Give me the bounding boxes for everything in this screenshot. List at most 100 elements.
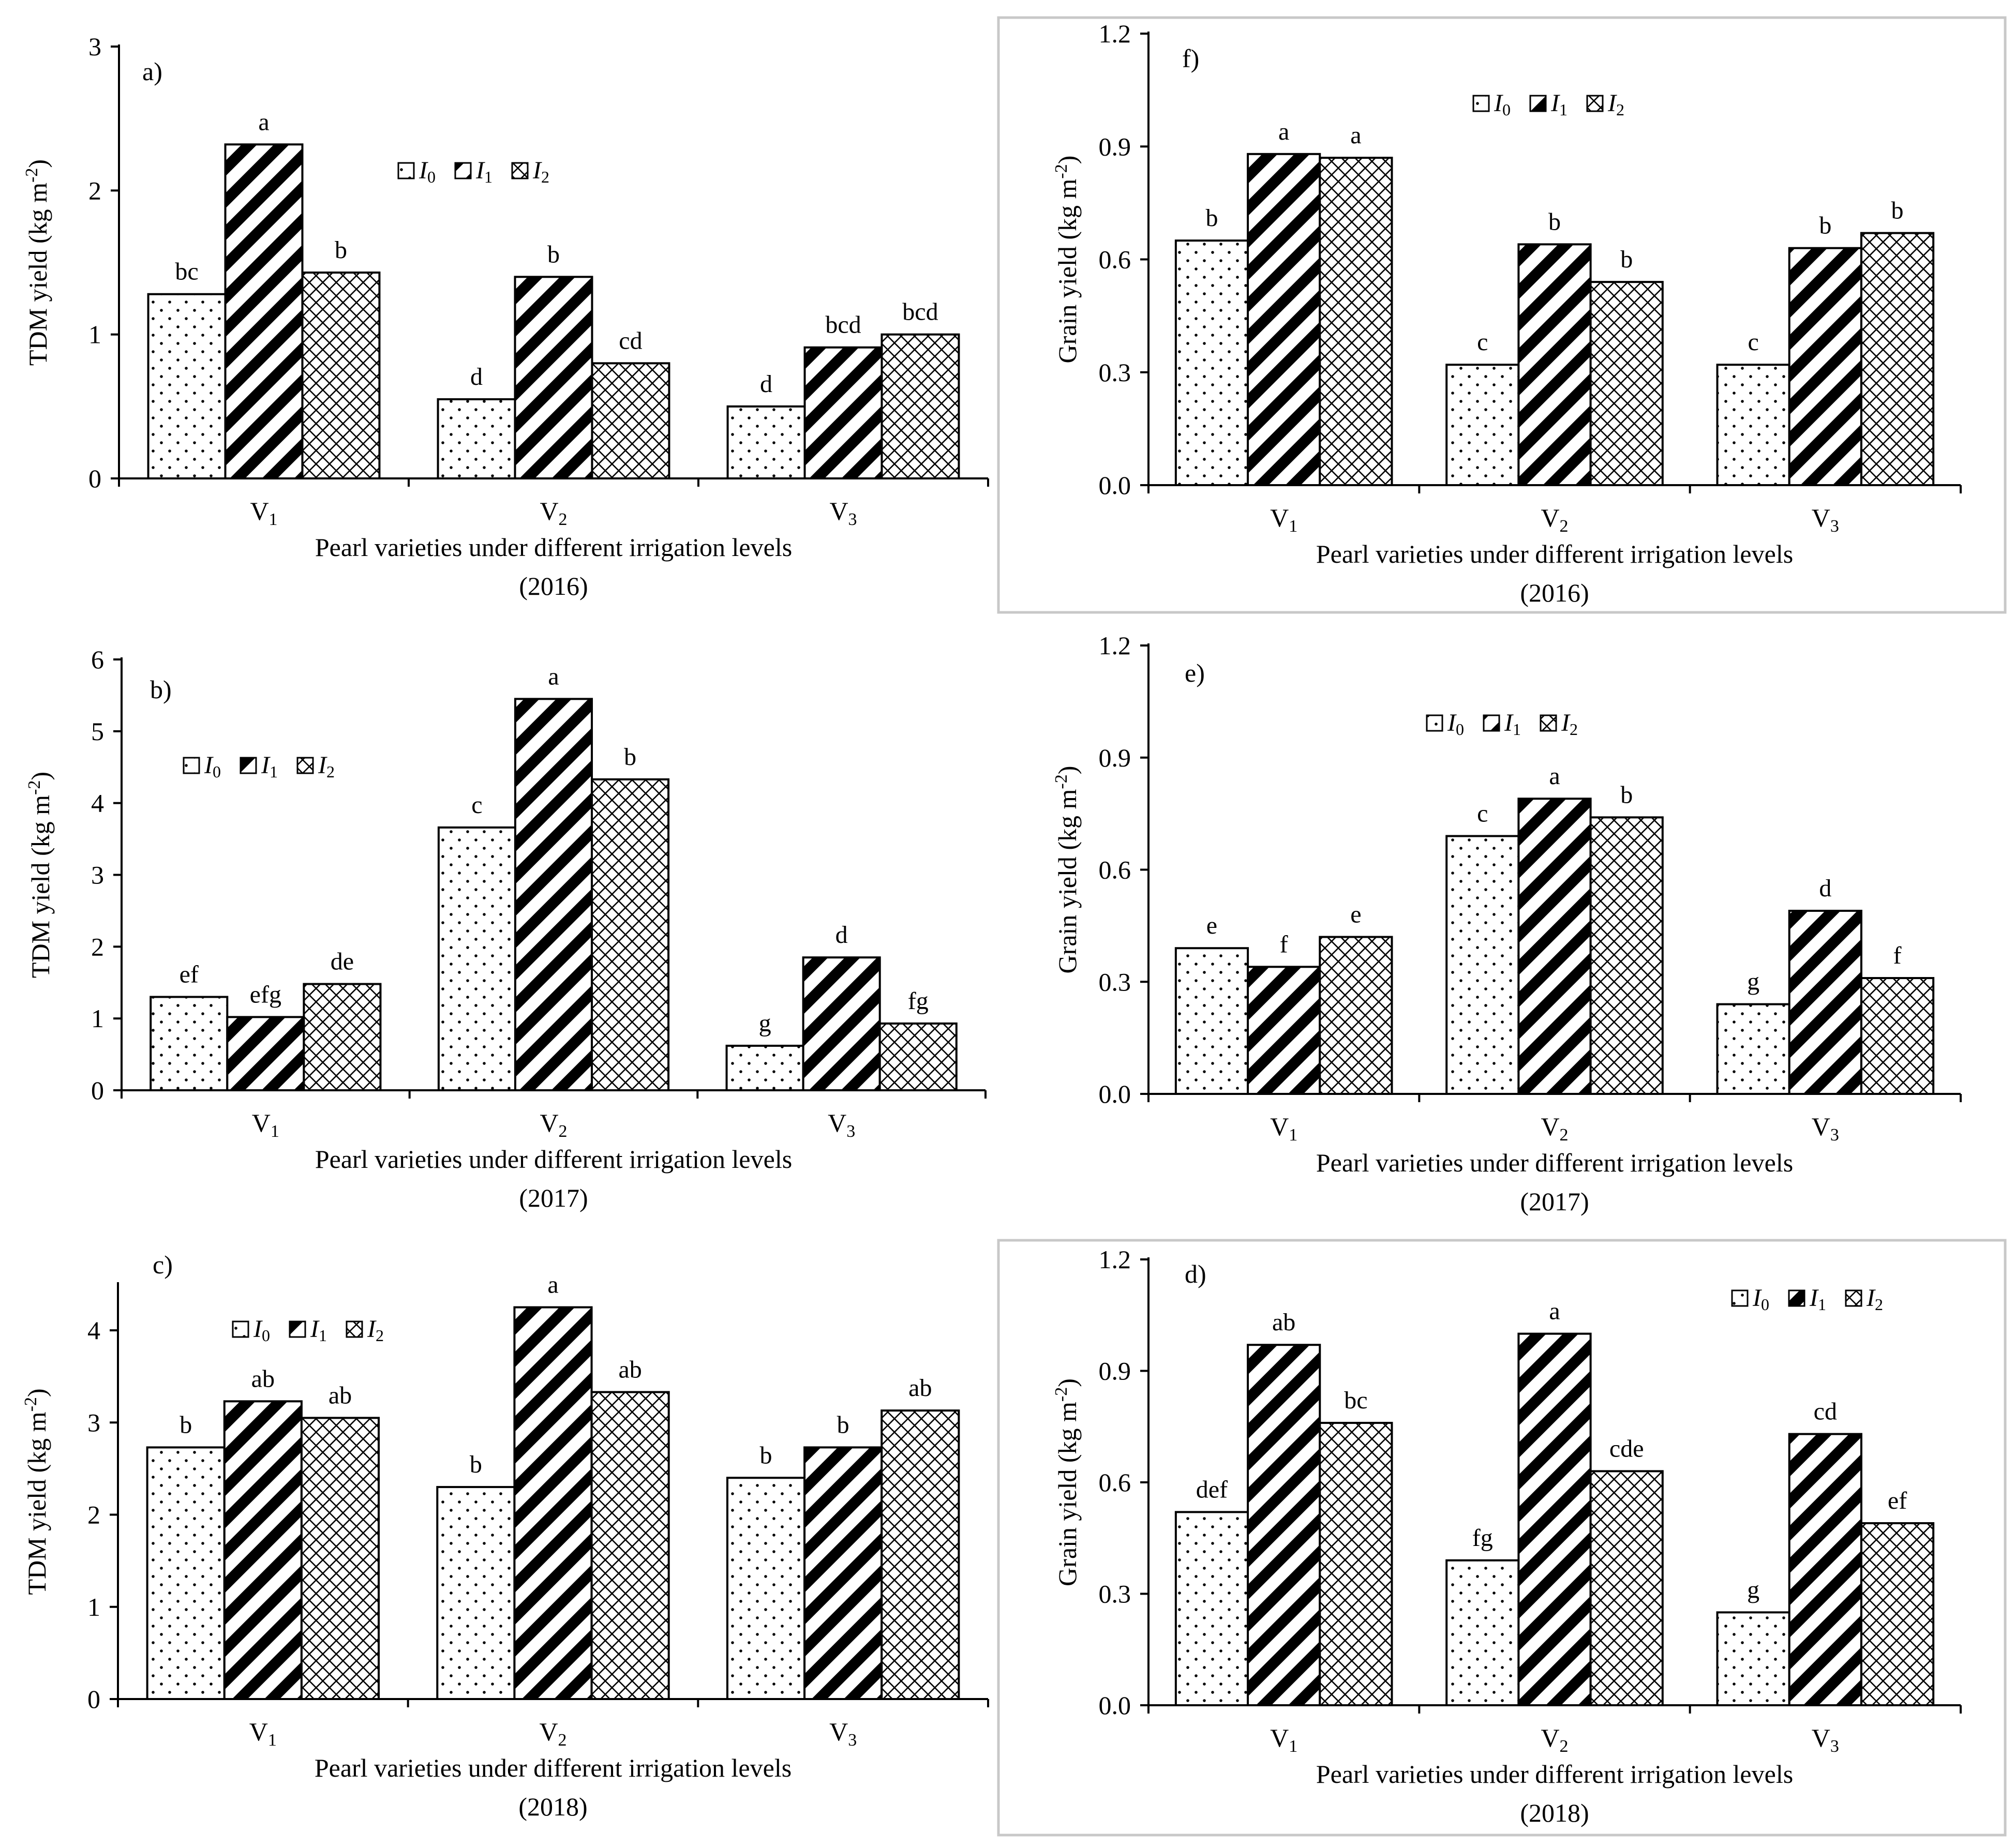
significance-letter: c [471, 791, 482, 819]
legend: I0 I1 I2 [183, 752, 335, 781]
bar-I0-V2 [1445, 1559, 1520, 1707]
significance-letter: e [1206, 912, 1217, 939]
bar-I2-V2 [590, 1391, 670, 1700]
category-label: V1 [1270, 503, 1297, 536]
category-label: V3 [829, 1717, 857, 1750]
bar-I2-V3 [878, 1022, 958, 1092]
bar-I1-V1 [1247, 966, 1321, 1095]
y-tick-label: 3 [88, 32, 101, 61]
bar-I1-V2 [513, 1306, 593, 1701]
x-axis-title: Pearl varieties under different irrigati… [1316, 539, 1793, 568]
y-tick-label: 0.0 [1099, 1079, 1131, 1108]
significance-letter: ef [1888, 1487, 1907, 1514]
legend-label-I0: I0 [1494, 89, 1511, 119]
legend: I0 I1 I2 [1731, 1284, 1883, 1314]
bar-I1-V1 [224, 143, 304, 479]
significance-letter: d [470, 363, 483, 390]
y-tick-label: 1.2 [1099, 631, 1131, 660]
bar-I1-V1 [226, 1016, 305, 1092]
panel-label: d) [1185, 1259, 1206, 1288]
category-label: V1 [1270, 1112, 1297, 1145]
significance-letter: d [1819, 875, 1831, 902]
y-tick-label: 0.6 [1099, 855, 1131, 884]
chart-e: e) 0.0 0.3 0.6 0.9 1.2 Grain yield (kg m-2) e f e… [1052, 631, 1962, 1216]
category-label: V1 [250, 497, 277, 529]
significance-letter: bcd [902, 298, 938, 326]
significance-letter: e [1350, 901, 1361, 928]
legend-label-I0: I0 [253, 1315, 270, 1345]
y-tick-label: 1 [87, 1592, 100, 1621]
bar-I1-V2 [514, 276, 593, 479]
significance-letter: cd [1814, 1398, 1837, 1425]
significance-letter: b [547, 241, 560, 268]
bar-I2-V2 [591, 362, 670, 479]
y-tick-label: 4 [91, 789, 104, 818]
panel-label: f) [1182, 44, 1199, 73]
panel-label: a) [142, 57, 162, 86]
chart-f: f) 0.0 0.3 0.6 0.9 1.2 Grain yield (kg m-2) b a a… [1052, 19, 1962, 607]
bar-I2-V3 [1860, 232, 1935, 486]
y-tick-label: 1.2 [1099, 1245, 1131, 1274]
bar-I2-V1 [303, 983, 382, 1091]
y-tick-label: 0.0 [1099, 1691, 1131, 1720]
year-label: (2016) [1520, 578, 1589, 607]
significance-letter: d [835, 921, 848, 949]
y-tick-label: 0.9 [1099, 743, 1131, 772]
bar-I1-V2 [1517, 1332, 1592, 1707]
legend-swatch-I1 [240, 757, 257, 774]
significance-letter: a [1350, 122, 1361, 149]
legend-label-I2: I2 [532, 157, 549, 186]
category-label: V2 [540, 497, 567, 529]
legend-swatch-I1 [1483, 714, 1500, 732]
significance-letter: a [1278, 118, 1289, 145]
significance-letter: b [760, 1441, 772, 1469]
bar-I0-V3 [1716, 364, 1790, 487]
bar-I0-V2 [1445, 835, 1520, 1095]
bar-I1-V2 [1517, 243, 1592, 486]
legend-swatch-I1 [289, 1320, 306, 1338]
significance-letter: bc [175, 258, 198, 286]
legend-swatch-I2 [296, 757, 314, 774]
y-tick-label: 0 [88, 464, 101, 493]
significance-letter: a [1549, 762, 1560, 790]
legend-label-I2: I2 [1561, 709, 1578, 739]
bar-I1-V2 [514, 698, 593, 1091]
y-tick-label: 3 [87, 1408, 100, 1437]
year-label: (2018) [518, 1792, 587, 1821]
x-axis-title: Pearl varieties under different irrigati… [1316, 1148, 1793, 1177]
y-tick-label: 0.9 [1099, 132, 1131, 161]
bar-I0-V3 [726, 1477, 806, 1700]
bar-I0-V1 [146, 1446, 226, 1701]
legend-swatch-I2 [1586, 95, 1604, 112]
significance-letter: ab [1272, 1309, 1295, 1336]
y-tick-label: 2 [88, 176, 101, 205]
category-label: V2 [1541, 503, 1568, 536]
bar-I2-V2 [1589, 281, 1664, 487]
y-tick-label: 5 [91, 717, 104, 746]
significance-letter: ef [180, 961, 199, 988]
significance-letter: b [1891, 197, 1904, 224]
bar-I2-V2 [1589, 816, 1664, 1095]
y-tick-label: 0.9 [1099, 1357, 1131, 1386]
bar-I2-V3 [880, 333, 960, 480]
legend-label-I0: I0 [419, 157, 436, 186]
significance-letter: b [837, 1411, 849, 1438]
significance-letter: a [1549, 1298, 1560, 1325]
legend-swatch-I2 [511, 162, 529, 179]
chart-d: d) 0.0 0.3 0.6 0.9 1.2 Grain yield (kg m-2) def… [1052, 1245, 1962, 1827]
category-label: V3 [1812, 503, 1839, 536]
year-label: (2017) [519, 1183, 588, 1212]
legend-label-I2: I2 [1607, 89, 1624, 119]
bar-I0-V3 [726, 405, 806, 479]
legend-label-I1: I1 [475, 157, 492, 186]
bar-I1-V2 [1517, 798, 1592, 1095]
chart-b: b) 0 1 2 3 4 5 6 TDM yield (kg m-2) ef efg de V1 c a b V… [25, 645, 987, 1212]
significance-letter: g [1747, 1576, 1759, 1603]
legend-label-I1: I1 [1550, 89, 1568, 119]
y-tick-label: 0.6 [1099, 245, 1131, 274]
bar-I1-V3 [802, 956, 881, 1091]
bar-I0-V3 [725, 1044, 804, 1092]
bar-I2-V2 [1589, 1470, 1664, 1706]
category-label: V3 [1812, 1723, 1839, 1756]
